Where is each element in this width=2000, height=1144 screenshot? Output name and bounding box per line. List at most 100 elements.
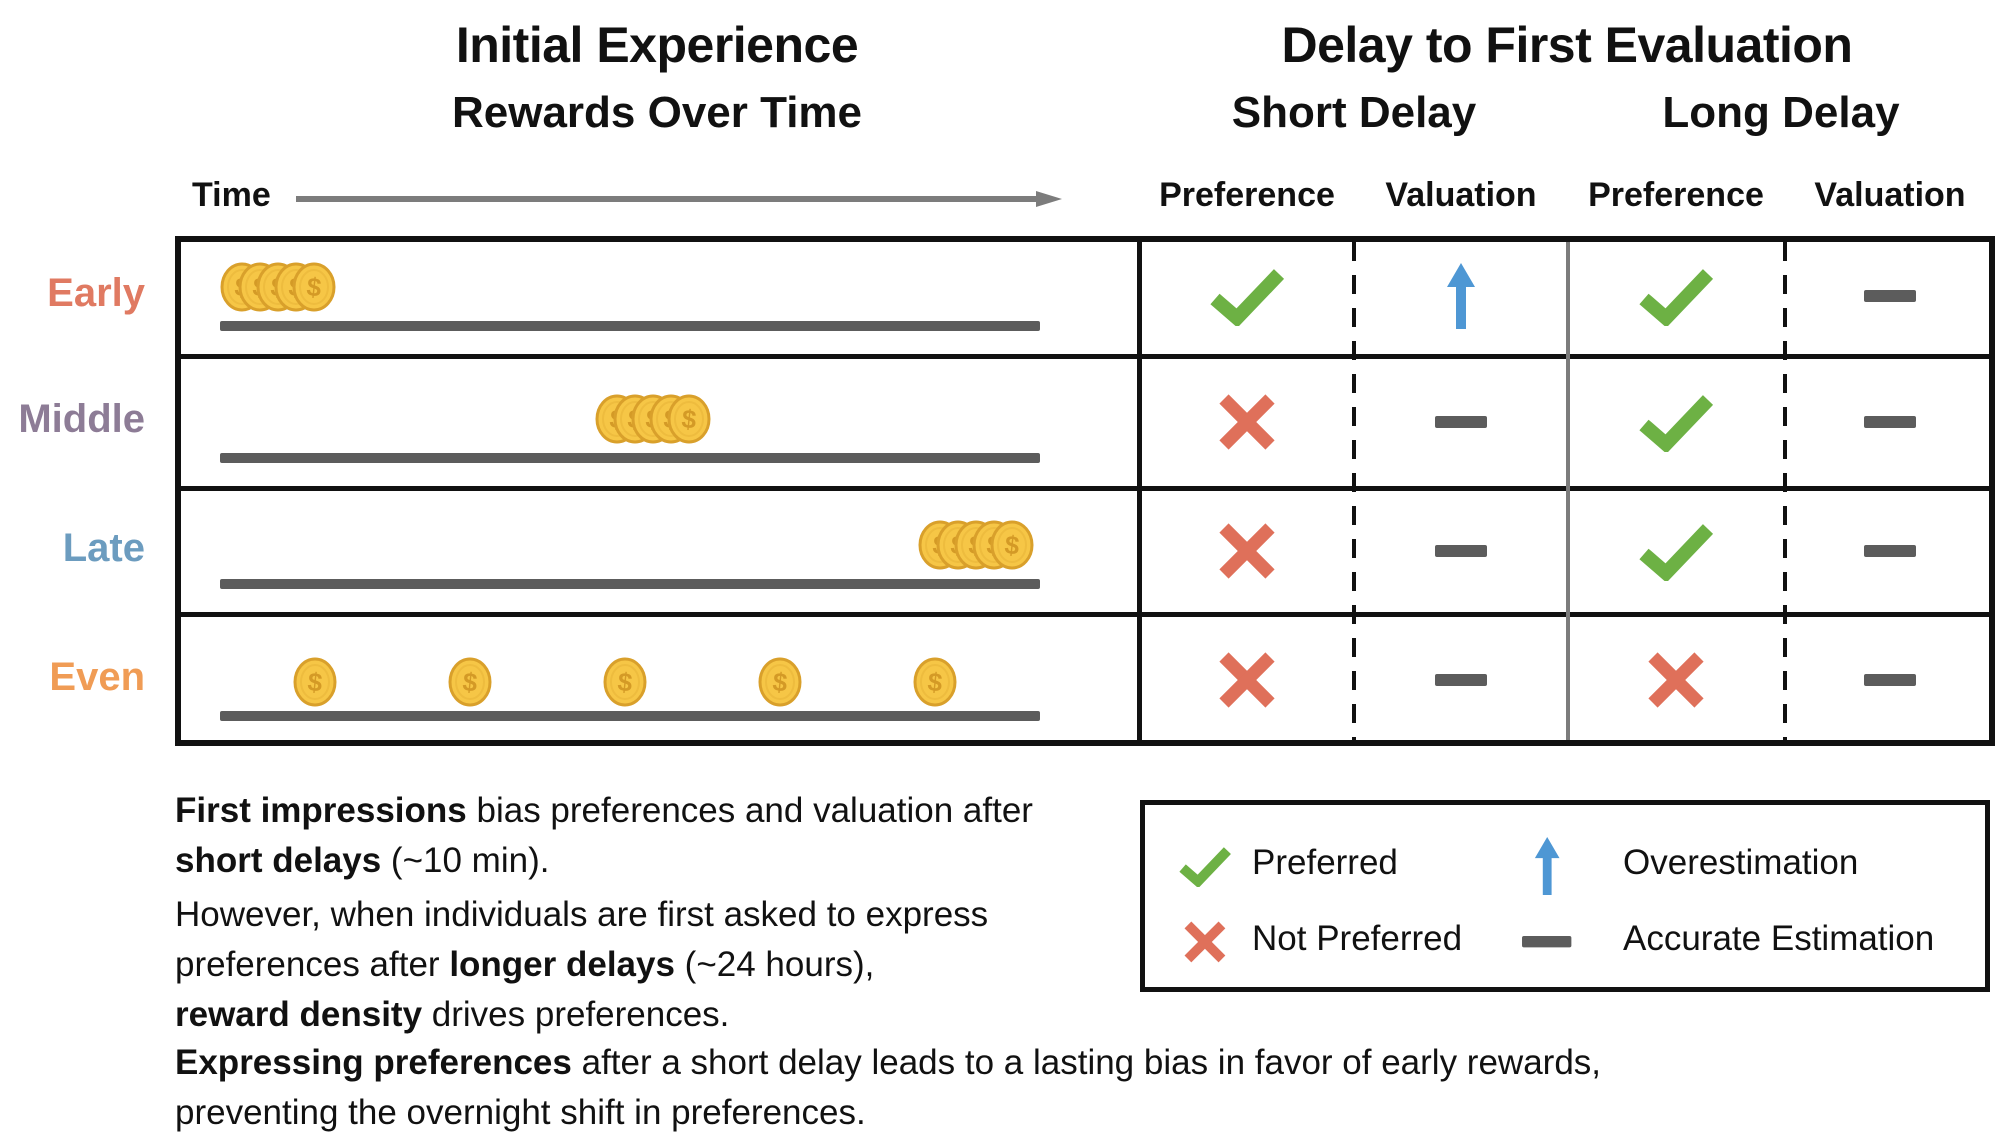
svg-text:$: $ bbox=[306, 666, 324, 697]
text-segment: (~10 min). bbox=[381, 841, 550, 880]
x-icon bbox=[1219, 394, 1275, 450]
up-arrow-icon bbox=[1447, 263, 1475, 329]
row-label-late: Late bbox=[62, 526, 145, 570]
short-delay-valuation-colhead: Valuation bbox=[1385, 176, 1537, 214]
paragraph-line: preventing the overnight shift in prefer… bbox=[175, 1088, 1955, 1138]
x-icon bbox=[1219, 652, 1275, 708]
paragraph-line: preferences after longer delays (~24 hou… bbox=[175, 940, 1955, 990]
row-separator-2 bbox=[181, 486, 1989, 491]
legend-dash-icon bbox=[1522, 936, 1572, 948]
coin-stack-icon: $$$$$ bbox=[918, 519, 1036, 571]
coin-stack-icon: $$$$$ bbox=[595, 393, 713, 445]
mark-early-col3-check bbox=[1636, 266, 1716, 326]
x-icon bbox=[1219, 523, 1275, 579]
coin-icon: $ bbox=[293, 657, 337, 707]
paragraph-line: First impressions bias preferences and v… bbox=[175, 786, 1955, 836]
up-arrow-icon bbox=[1534, 836, 1560, 896]
legend-up-icon bbox=[1534, 836, 1560, 896]
long-delay-valuation-colhead: Valuation bbox=[1814, 176, 1966, 214]
short-long-delay-divider bbox=[1566, 242, 1570, 740]
bold-text-segment: reward density bbox=[175, 995, 423, 1034]
bold-text-segment: short delays bbox=[175, 841, 382, 880]
right-panel-title: Delay to First Evaluation bbox=[1281, 17, 1853, 73]
paragraph-line: Expressing preferences after a short del… bbox=[175, 1038, 1955, 1088]
legend-label: Preferred bbox=[1252, 843, 1398, 882]
mark-late-col3-check bbox=[1636, 521, 1716, 581]
text-segment: preventing the overnight shift in prefer… bbox=[175, 1093, 866, 1132]
left-panel-title: Initial Experience bbox=[455, 17, 859, 73]
x-icon bbox=[1184, 921, 1226, 963]
check-icon bbox=[1639, 395, 1714, 452]
row-separator-3 bbox=[181, 612, 1989, 617]
mark-late-col4-dash bbox=[1864, 545, 1916, 557]
check-icon bbox=[1639, 269, 1714, 326]
svg-text:$: $ bbox=[1003, 529, 1021, 560]
timeline-bar-early bbox=[220, 321, 1040, 331]
svg-text:$: $ bbox=[926, 666, 944, 697]
dash-icon bbox=[1864, 416, 1916, 428]
mark-early-col4-dash bbox=[1864, 290, 1916, 302]
timeline-bar-middle bbox=[220, 453, 1040, 463]
legend-label: Overestimation bbox=[1623, 843, 1859, 882]
long-delay-header: Long Delay bbox=[1662, 88, 1900, 137]
mark-middle-col1-x bbox=[1216, 391, 1278, 453]
row-label-middle: Middle bbox=[18, 397, 145, 441]
mark-early-col2-up bbox=[1446, 263, 1476, 329]
dash-icon bbox=[1522, 936, 1572, 948]
mark-late-col2-dash bbox=[1435, 545, 1487, 557]
mark-even-col4-dash bbox=[1864, 674, 1916, 686]
mark-middle-col4-dash bbox=[1864, 416, 1916, 428]
row-label-early: Early bbox=[47, 271, 145, 315]
coin-icon: $ bbox=[448, 657, 492, 707]
paragraph-line: reward density drives preferences. bbox=[175, 990, 1955, 1040]
dash-icon bbox=[1435, 545, 1487, 557]
mark-early-col1-check bbox=[1207, 266, 1287, 326]
svg-text:$: $ bbox=[771, 666, 789, 697]
bold-text-segment: Expressing preferences bbox=[175, 1043, 572, 1082]
short-delay-pref-val-divider bbox=[1352, 242, 1356, 740]
bold-text-segment: longer delays bbox=[449, 945, 675, 984]
coin-icon: $ bbox=[603, 657, 647, 707]
dash-icon bbox=[1864, 545, 1916, 557]
svg-text:$: $ bbox=[461, 666, 479, 697]
text-segment: drives preferences. bbox=[422, 995, 730, 1034]
mark-even-col1-x bbox=[1216, 649, 1278, 711]
dash-icon bbox=[1435, 674, 1487, 686]
check-icon bbox=[1179, 847, 1231, 887]
svg-text:$: $ bbox=[305, 271, 323, 302]
legend-label: Not Preferred bbox=[1252, 919, 1463, 958]
dash-icon bbox=[1864, 674, 1916, 686]
caption-paragraph-3: Expressing preferences after a short del… bbox=[175, 1038, 1955, 1138]
mark-late-col1-x bbox=[1216, 520, 1278, 582]
dash-icon bbox=[1435, 416, 1487, 428]
bold-text-segment: First impressions bbox=[175, 791, 467, 830]
legend-check-icon bbox=[1177, 845, 1233, 887]
legend-label: Accurate Estimation bbox=[1623, 919, 1935, 958]
caption-paragraph-1: First impressions bias preferences and v… bbox=[175, 786, 1955, 886]
legend-x-icon bbox=[1182, 919, 1228, 965]
rewards-over-time-subtitle: Rewards Over Time bbox=[451, 88, 863, 137]
mark-middle-col2-dash bbox=[1435, 416, 1487, 428]
text-segment: However, when individuals are first aske… bbox=[175, 895, 989, 934]
text-segment: preferences after bbox=[175, 945, 450, 984]
svg-text:$: $ bbox=[680, 403, 698, 434]
row-separator-1 bbox=[181, 354, 1989, 359]
paragraph-line: short delays (~10 min). bbox=[175, 836, 1955, 886]
x-icon bbox=[1648, 652, 1704, 708]
text-segment: bias preferences and valuation after bbox=[466, 791, 1033, 830]
mark-even-col2-dash bbox=[1435, 674, 1487, 686]
panel-table-divider bbox=[1137, 242, 1142, 740]
short-delay-preference-colhead: Preference bbox=[1159, 176, 1335, 214]
short-delay-header: Short Delay bbox=[1231, 88, 1477, 137]
long-delay-preference-colhead: Preference bbox=[1588, 176, 1764, 214]
time-arrow-icon bbox=[296, 191, 1062, 207]
text-segment: after a short delay leads to a lasting b… bbox=[571, 1043, 1602, 1082]
timeline-bar-even bbox=[220, 711, 1040, 721]
text-segment: (~24 hours), bbox=[674, 945, 875, 984]
long-delay-pref-val-divider bbox=[1783, 242, 1787, 740]
coin-icon: $ bbox=[758, 657, 802, 707]
check-icon bbox=[1639, 524, 1714, 581]
coin-icon: $ bbox=[913, 657, 957, 707]
check-icon bbox=[1210, 269, 1285, 326]
